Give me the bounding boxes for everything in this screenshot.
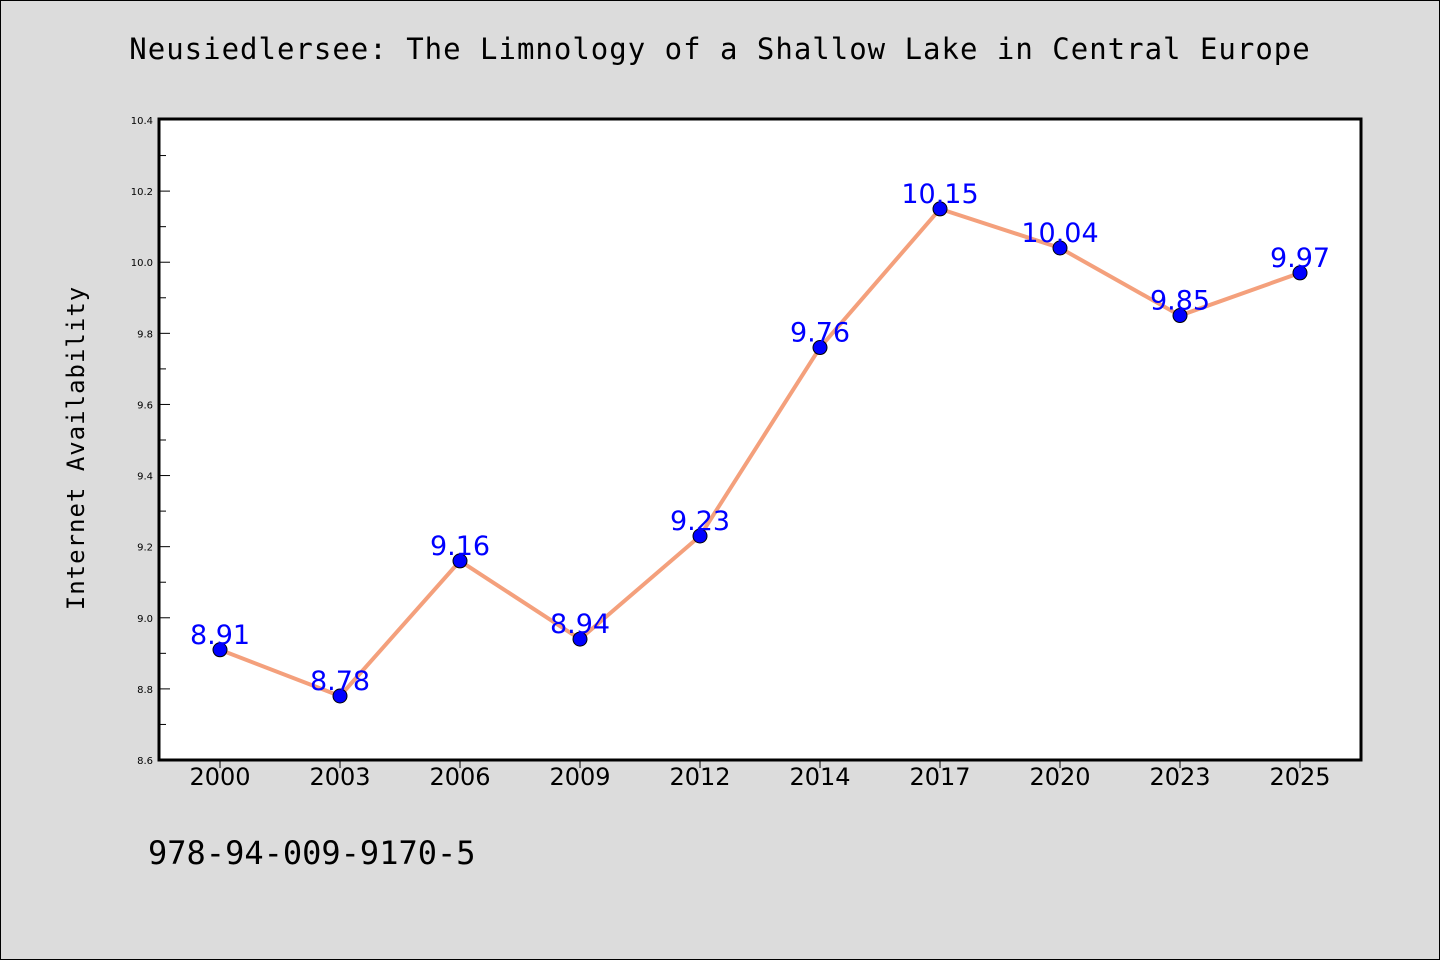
y-tick-label: 9.6: [137, 400, 153, 411]
data-point: [1292, 265, 1308, 281]
data-label: 9.16: [430, 531, 490, 562]
data-points: [212, 201, 1308, 704]
data-point: [572, 631, 588, 647]
y-tick-label: 10.0: [131, 258, 153, 269]
data-point: [332, 688, 348, 704]
x-tick-label: 2009: [549, 763, 610, 791]
chart-title: Neusiedlersee: The Limnology of a Shallo…: [129, 32, 1311, 66]
data-point: [452, 553, 468, 569]
y-tick-label: 9.4: [137, 472, 153, 483]
x-tick-label: 2012: [669, 763, 730, 791]
x-axis-ticks: 2000 2003 2006 2009 2012 2014 2017 2020 2023 2025: [189, 760, 1331, 791]
data-point: [212, 642, 228, 658]
x-tick-label: 2023: [1149, 763, 1210, 791]
y-tick-label: 9.2: [137, 543, 153, 554]
y-tick-label: 9.8: [137, 329, 153, 340]
data-point: [692, 528, 708, 544]
y-tick-label: 9.0: [137, 614, 153, 625]
y-axis-ticks: 8.6 8.8 9.0 9.2 9.4 9.6 9.8 10.0 10.2 10.4: [131, 116, 170, 767]
data-point: [932, 201, 948, 217]
x-tick-label: 2020: [1029, 763, 1090, 791]
y-tick-label: 8.8: [137, 685, 153, 696]
data-label: 9.85: [1150, 286, 1210, 317]
x-tick-label: 2017: [909, 763, 970, 791]
x-tick-label: 2014: [789, 763, 850, 791]
x-tick-label: 2025: [1269, 763, 1330, 791]
y-tick-label: 8.6: [137, 756, 153, 767]
y-tick-label: 10.4: [131, 116, 153, 127]
data-label: 10.15: [901, 179, 978, 210]
x-tick-label: 2006: [429, 763, 490, 791]
y-tick-label: 10.2: [131, 187, 153, 198]
data-point: [812, 340, 828, 356]
data-label: 10.04: [1021, 218, 1098, 249]
data-label: 9.97: [1270, 243, 1330, 274]
data-point: [1052, 240, 1068, 256]
data-label: 8.91: [190, 620, 250, 651]
isbn-text: 978-94-009-9170-5: [148, 834, 476, 872]
x-tick-label: 2003: [309, 763, 370, 791]
data-label: 8.94: [550, 609, 610, 640]
data-point: [1172, 308, 1188, 324]
data-label: 8.78: [310, 666, 370, 697]
series-line: [219, 206, 1301, 698]
x-tick-label: 2000: [189, 763, 250, 791]
data-label: 9.76: [790, 318, 850, 349]
data-labels: 8.91 8.78 9.16 8.94 9.23 9.76 10.15 10.04 9.85 9.…: [190, 179, 1330, 697]
data-label: 9.23: [670, 506, 730, 537]
